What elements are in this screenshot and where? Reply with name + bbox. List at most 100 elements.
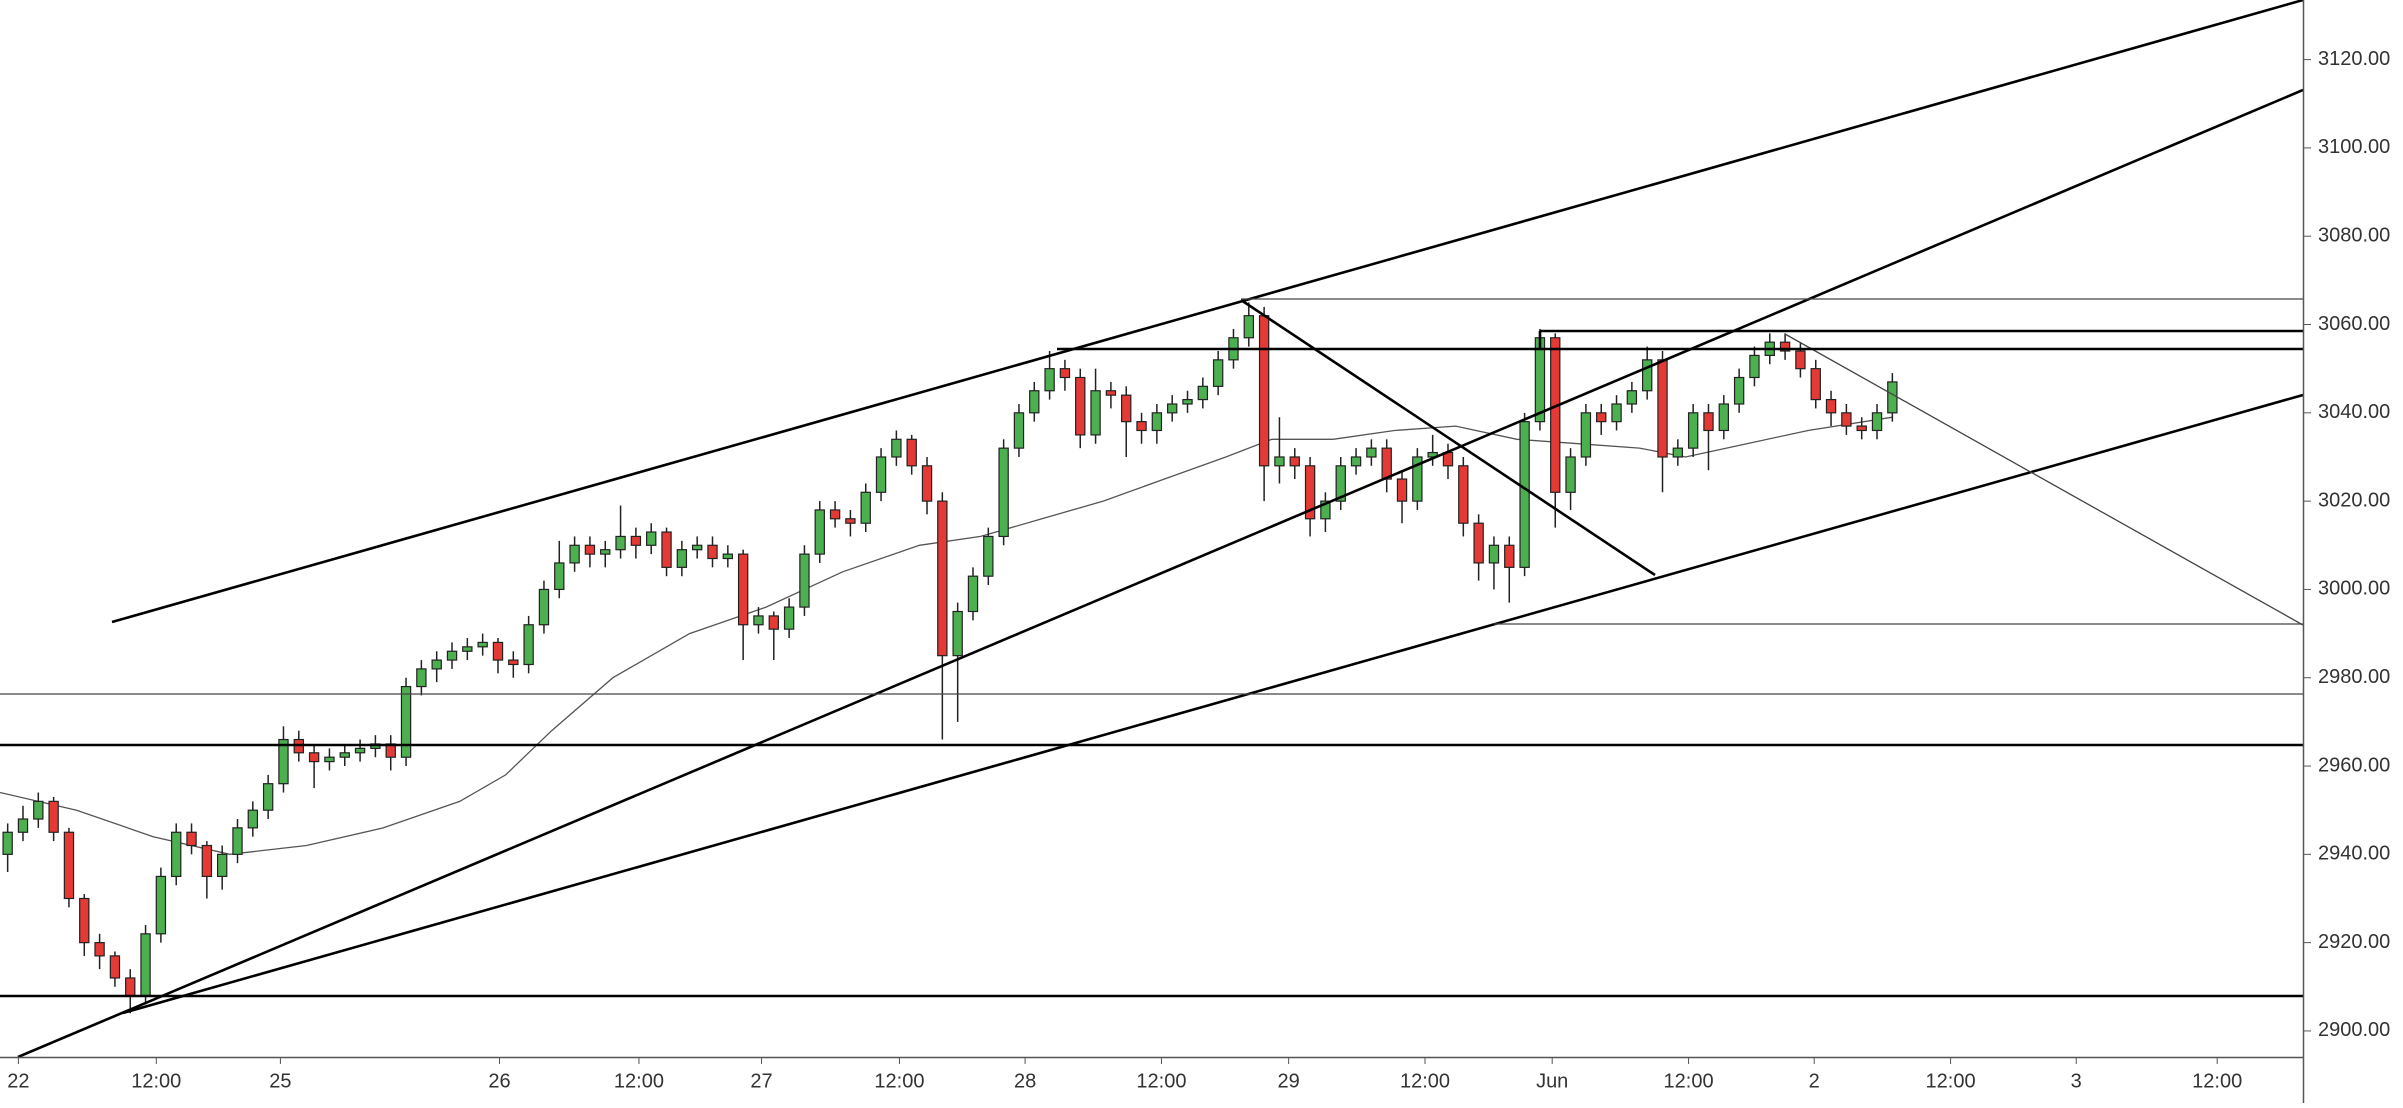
candle-body (477, 641, 488, 648)
candle-body (416, 668, 427, 688)
candle-body (140, 933, 151, 997)
candle-body (783, 606, 795, 630)
candle-body (508, 659, 519, 666)
y-tick-label: 3020.00 (2318, 489, 2390, 511)
candle-body (1856, 425, 1867, 432)
candle-body (63, 831, 75, 900)
x-tick-label: 29 (1278, 1070, 1300, 1092)
candle-body (906, 438, 917, 467)
y-tick-label: 3040.00 (2318, 401, 2390, 423)
candle-body (860, 491, 871, 524)
candle-body (554, 562, 565, 591)
candle-body (1197, 385, 1209, 401)
candle-body (1105, 390, 1117, 396)
candle-body (1044, 368, 1055, 392)
candle-body (584, 544, 596, 555)
candle-body (1611, 403, 1622, 423)
trendline (111, 0, 2303, 624)
candle-body (324, 756, 335, 763)
y-tick-label: 3060.00 (2318, 313, 2390, 335)
candle-body (1672, 447, 1684, 458)
x-tick-label: 12:00 (131, 1070, 181, 1092)
candle-body (171, 831, 182, 878)
candle-body (1366, 447, 1377, 458)
candle-body (691, 544, 703, 551)
candle-body (1733, 376, 1745, 405)
candle-body (278, 738, 289, 785)
candle-body (1013, 412, 1025, 449)
candle-body (446, 650, 458, 661)
candle-body (952, 610, 963, 657)
candle-body (722, 553, 734, 560)
candle-body (1335, 465, 1346, 502)
candle-body (845, 518, 856, 524)
trendline (17, 88, 2303, 1057)
candle-body (707, 544, 718, 560)
candle-body (1381, 447, 1392, 480)
candle-body (630, 535, 642, 546)
candle-body (1504, 544, 1515, 568)
y-tick-label: 2960.00 (2318, 754, 2390, 776)
candle-body (1550, 337, 1561, 493)
candle-body (17, 818, 29, 833)
candle-body (1090, 390, 1101, 436)
candle-body (94, 942, 105, 957)
candle-body (523, 624, 534, 666)
candle-body (155, 875, 167, 935)
candle-body (1075, 376, 1086, 436)
candle-body (937, 500, 948, 657)
candle-body (1795, 350, 1806, 370)
x-tick-label: 12:00 (874, 1070, 924, 1092)
candle-body (1289, 456, 1300, 467)
candle-body (1749, 354, 1760, 379)
candle-body (1825, 398, 1837, 414)
candle-body (1626, 390, 1638, 405)
candle-body (1121, 394, 1132, 423)
candle-body (998, 447, 1009, 538)
x-tick-label: 12:00 (1664, 1070, 1714, 1092)
candle-body (1243, 315, 1254, 339)
x-tick-label: 12:00 (1926, 1070, 1976, 1092)
candle-body (921, 465, 933, 502)
candle-body (768, 615, 779, 630)
x-tick-label: 27 (750, 1070, 772, 1092)
candle-body (983, 535, 994, 577)
candle-body (967, 575, 979, 613)
candle-body (2, 831, 13, 855)
candle-body (48, 800, 59, 833)
candle-body (79, 897, 90, 944)
candle-body (753, 615, 764, 626)
x-tick-label: 12:00 (1136, 1070, 1186, 1092)
candle-body (814, 509, 825, 555)
trendline (1784, 333, 2303, 626)
candle-body (186, 831, 197, 847)
candle-body (1350, 456, 1362, 467)
candle-body (1687, 412, 1699, 449)
y-tick-label: 3100.00 (2318, 136, 2390, 158)
candle-body (462, 646, 473, 652)
candle-body (1136, 421, 1147, 432)
x-tick-label: 2 (1809, 1070, 1820, 1092)
candle-body (492, 641, 504, 661)
trendline (122, 393, 2303, 1015)
candle-body (569, 544, 580, 564)
x-tick-label: 12:00 (614, 1070, 664, 1092)
x-tick-label: 22 (7, 1070, 29, 1092)
candle-body (1657, 359, 1668, 458)
candle-body (661, 531, 672, 568)
trendline (1240, 298, 1656, 577)
candle-body (891, 438, 902, 458)
candle-body (1596, 412, 1607, 423)
candle-body (308, 752, 320, 763)
candle-body (538, 588, 550, 626)
candle-body (1887, 381, 1898, 414)
candle-body (615, 535, 626, 551)
candle-body (1810, 368, 1821, 401)
candle-body (829, 509, 841, 520)
candle-body (1871, 412, 1883, 432)
candle-body (1779, 341, 1791, 352)
candle-body (1320, 500, 1331, 520)
